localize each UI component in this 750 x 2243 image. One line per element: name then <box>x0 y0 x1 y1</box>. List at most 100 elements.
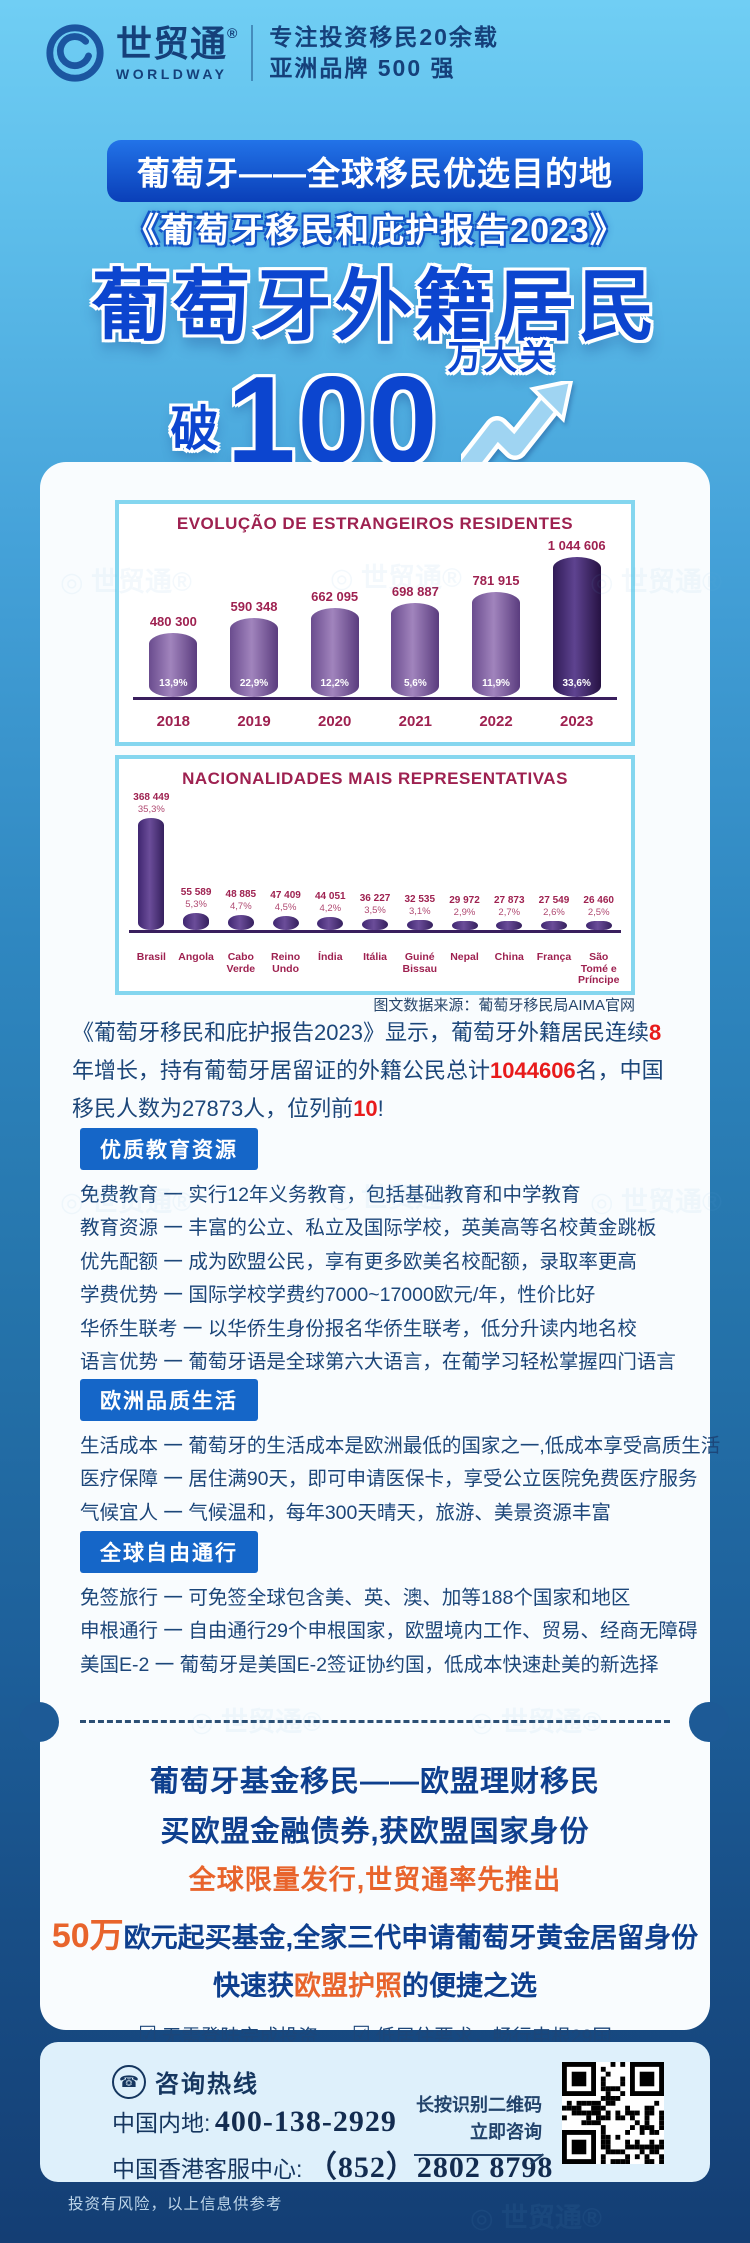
chart1-growth-label: 12,2% <box>320 678 349 689</box>
growth-arrow-icon <box>461 381 574 473</box>
chart2-x-axis: Brasil Angola Cabo Verde Reino Undo Índia Itá… <box>129 950 621 987</box>
chart2-bar <box>540 921 567 930</box>
chart2-pct-label: 2,9% <box>453 907 476 918</box>
promo-title: 葡萄牙基金移民——欧盟理财移民 <box>149 1766 600 1798</box>
chart1-bar: 33,6% <box>552 557 601 697</box>
benefit-item: 生活成本 一 葡萄牙的生活成本是欧洲最低的国家之一,低成本享受高质生活 <box>80 1435 721 1457</box>
benefit-item: 申根通行 一 自由通行29个申根国家，欧盟境内工作、贸易、经商无障碍 <box>80 1620 698 1643</box>
promo-highlight-line: 全球限量发行,世贸通率先推出 <box>188 1865 562 1895</box>
section-life-quality: 欧洲品质生活 生活成本 一 葡萄牙的生活成本是欧洲最低的国家之一,低成本享受高质… <box>80 1379 721 1530</box>
chart2-value-label: 48 885 <box>225 889 257 900</box>
chart1-growth-label: 13,9% <box>159 678 188 689</box>
paragraph-segment: 10 <box>353 1096 378 1121</box>
chart-residents-evolution: EVOLUÇÃO DE ESTRANGEIROS RESIDENTES 480 … <box>115 500 635 746</box>
chart1-value-label: 698 887 <box>391 584 439 599</box>
promo-subtitle: 买欧盟金融债券,获欧盟国家身份 <box>160 1816 590 1848</box>
chart1-year-tick: 2023 <box>560 713 594 730</box>
benefit-item: 华侨生联考 一 以华侨生身份报名华侨生联考，低分升读内地名校 <box>80 1317 637 1340</box>
chart2-category-tick: Brasil <box>136 950 166 963</box>
chart2-column: 36 227 3,5% <box>353 893 398 930</box>
benefit-item: 教育资源 一 丰富的公立、私立及国际学校，英美高等名校黄金跳板 <box>80 1217 657 1240</box>
chart2-pct-label: 35,3% <box>137 804 165 815</box>
chart2-category-tick: China <box>494 950 524 963</box>
chart2-value-label: 368 449 <box>133 792 170 803</box>
benefit-item: 学费优势 一 国际学校学费约7000~17000欧元/年，性价比好 <box>80 1284 596 1307</box>
chart1-bar: 11,9% <box>472 592 521 697</box>
chart1-bar: 13,9% <box>149 633 198 697</box>
chart1-bar: 5,6% <box>391 603 440 697</box>
chart2-category-tick: Índia <box>318 950 343 963</box>
disclaimer: 投资有风险，以上信息供参考 <box>68 2196 283 2213</box>
chart1-value-label: 662 095 <box>311 589 359 604</box>
chart1-value-label: 480 300 <box>149 614 197 629</box>
contact-card: ☎ 咨询热线 中国内地: 400-138-2929 中国香港客服中心: （852… <box>40 2042 710 2184</box>
chart1-plot-area: 480 300 13,9% 590 348 22,9% 662 095 12,2% 698 … <box>133 519 617 700</box>
qr-hint-underline <box>414 2154 542 2156</box>
chart2-column: 32 535 3,1% <box>397 894 442 930</box>
chart2-bar <box>183 913 210 930</box>
paragraph-segment: 1044606 <box>490 1058 576 1083</box>
chart2-column: 44 051 4,2% <box>308 891 353 930</box>
chart1-growth-label: 22,9% <box>239 678 269 689</box>
benefit-item: 优先配额 一 成为欧盟公民，享有更多欧美名校配额，录取率更高 <box>80 1250 637 1273</box>
paragraph-segment: 8 <box>648 1020 662 1045</box>
chart2-bar <box>451 921 478 930</box>
chart2-column: 368 449 35,3% <box>129 792 174 930</box>
chart2-bar <box>406 920 433 930</box>
chart2-category-tick: Nepal <box>450 950 479 963</box>
checkbox-checked-icon: ☑ <box>351 2023 371 2046</box>
benefit-item: 气候宜人 一 气候温和，每年300天晴天，旅游、美景资源丰富 <box>80 1501 611 1524</box>
chart2-category-tick: Itália <box>363 950 387 963</box>
chart2-category-tick: Reino Undo <box>270 950 301 975</box>
brand-logo-text: 世贸通® WORLDWAY <box>116 25 237 81</box>
chart1-column: 1 044 606 33,6% <box>536 538 617 697</box>
ticket-notch-right <box>689 1702 729 1742</box>
section-list-life: 生活成本 一 葡萄牙的生活成本是欧洲最低的国家之一,低成本享受高质生活 医疗保障 … <box>80 1430 721 1530</box>
chart2-value-label: 27 549 <box>538 895 570 906</box>
paragraph-segment: 《葡萄牙移民和庇护报告2023》显示，葡萄牙外籍居民连续 <box>72 1020 649 1045</box>
mainland-phone-number[interactable]: 400-138-2929 <box>214 2105 397 2138</box>
milestone-number: 100 <box>226 352 440 491</box>
chart2-pct-label: 2,7% <box>498 907 521 918</box>
qr-code[interactable] <box>562 2062 664 2164</box>
data-source-caption: 图文数据来源：葡萄牙移民局AIMA官网 <box>373 997 635 1014</box>
mainland-phone-row: 中国内地: 400-138-2929 <box>112 2104 397 2139</box>
chart1-growth-label: 33,6% <box>562 678 591 689</box>
qr-hint: 长按识别二维码 立即咨询 <box>414 2092 542 2156</box>
chart1-column: 698 887 5,6% <box>375 584 456 697</box>
chart2-plot-area: 368 449 35,3% 55 589 5,3% 48 885 4,7% 47 409 4,… <box>129 788 621 933</box>
hongkong-phone-row: 中国香港客服中心: （852）2802 8798 <box>112 2142 553 2186</box>
paragraph-segment: ! <box>377 1096 384 1121</box>
milestone-row: 破 100 万大关 <box>0 330 750 491</box>
section-badge-life: 欧洲品质生活 <box>80 1379 258 1421</box>
chart2-value-label: 47 409 <box>270 890 301 901</box>
chart2-category-tick: Guiné Bissau <box>402 950 437 975</box>
benefit-item: 免费教育 一 实行12年义务教育，包括基础教育和中学教育 <box>80 1184 581 1206</box>
benefit-item: 语言优势 一 葡萄牙语是全球第六大语言，在葡学习轻松掌握四门语言 <box>80 1351 676 1374</box>
chart2-pct-label: 2,6% <box>543 907 565 918</box>
chart1-year-tick: 2022 <box>479 713 513 730</box>
benefit-item: 免签旅行 一 可免签全球包含美、英、澳、加等188个国家和地区 <box>80 1587 631 1609</box>
chart1-growth-label: 11,9% <box>482 678 510 689</box>
worldway-logo-icon <box>46 24 104 82</box>
chart2-column: 55 589 5,3% <box>174 887 219 930</box>
chart2-bar <box>138 818 165 930</box>
ticket-dashed-divider <box>80 1720 670 1723</box>
chart2-column: 27 873 2,7% <box>487 895 532 930</box>
paragraph-segment: 年增长，持有葡萄牙居留证的外籍公民总计 <box>72 1058 491 1083</box>
chart2-pct-label: 4,5% <box>274 902 297 913</box>
paragraph-segment: 名，中国移民人数为27873人，位列前 <box>72 1058 664 1121</box>
chart2-category-tick: São Tomé e Príncipe <box>577 950 620 987</box>
brand-slogan: 专注投资移民20余载 亚洲品牌 500 强 <box>269 22 499 84</box>
content-card: EVOLUÇÃO DE ESTRANGEIROS RESIDENTES 480 … <box>40 462 721 2086</box>
chart1-title: EVOLUÇÃO DE ESTRANGEIROS RESIDENTES <box>176 514 574 533</box>
chart2-category-tick: Angola <box>178 950 214 963</box>
main-title: 葡萄牙外籍居民 <box>91 262 659 350</box>
qr-hint-line2: 立即咨询 <box>470 2122 542 2142</box>
watermark: ◎ 世贸通® <box>470 2203 602 2233</box>
chart1-bar: 12,2% <box>310 608 359 697</box>
promo-segment: 欧盟护照 <box>294 1971 402 2001</box>
chart1-year-tick: 2020 <box>317 713 352 730</box>
section-education: 优质教育资源 免费教育 一 实行12年义务教育，包括基础教育和中学教育 教育资源 … <box>80 1128 704 1379</box>
hongkong-phone-number[interactable]: （852）2802 8798 <box>306 2151 554 2184</box>
